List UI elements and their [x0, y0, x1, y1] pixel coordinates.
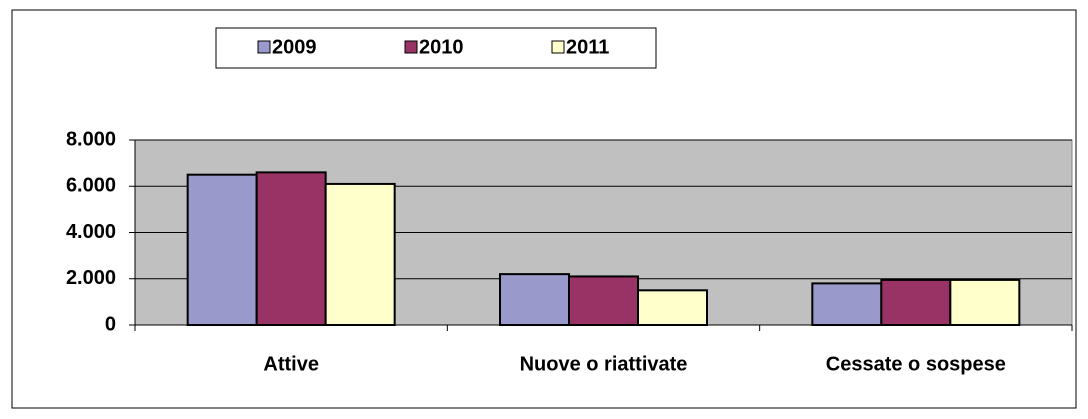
legend-label: 2010	[419, 36, 464, 58]
legend-swatch	[551, 40, 565, 54]
bar	[324, 182, 396, 326]
bar	[949, 278, 1021, 326]
x-tick-label: Cessate o sospese	[826, 353, 1006, 375]
bar	[499, 273, 570, 326]
y-tick-label: 0	[105, 313, 116, 335]
bar	[255, 171, 327, 326]
y-tick-label: 6.000	[66, 175, 116, 197]
x-tick-label: Nuove o riattivate	[520, 353, 688, 375]
y-tick-label: 4.000	[66, 221, 116, 243]
legend-label: 2009	[272, 36, 317, 58]
legend-swatch	[404, 40, 418, 54]
bar	[811, 282, 883, 326]
y-tick-label: 2.000	[66, 267, 116, 289]
y-tick-label: 8.000	[66, 128, 116, 150]
x-tick-label: Attive	[263, 353, 319, 375]
bar	[637, 289, 708, 326]
legend-label: 2011	[566, 36, 609, 58]
legend-swatch	[257, 40, 271, 54]
bar	[186, 173, 258, 326]
bar	[880, 278, 952, 326]
bar	[568, 275, 639, 326]
legend-box	[215, 27, 657, 69]
